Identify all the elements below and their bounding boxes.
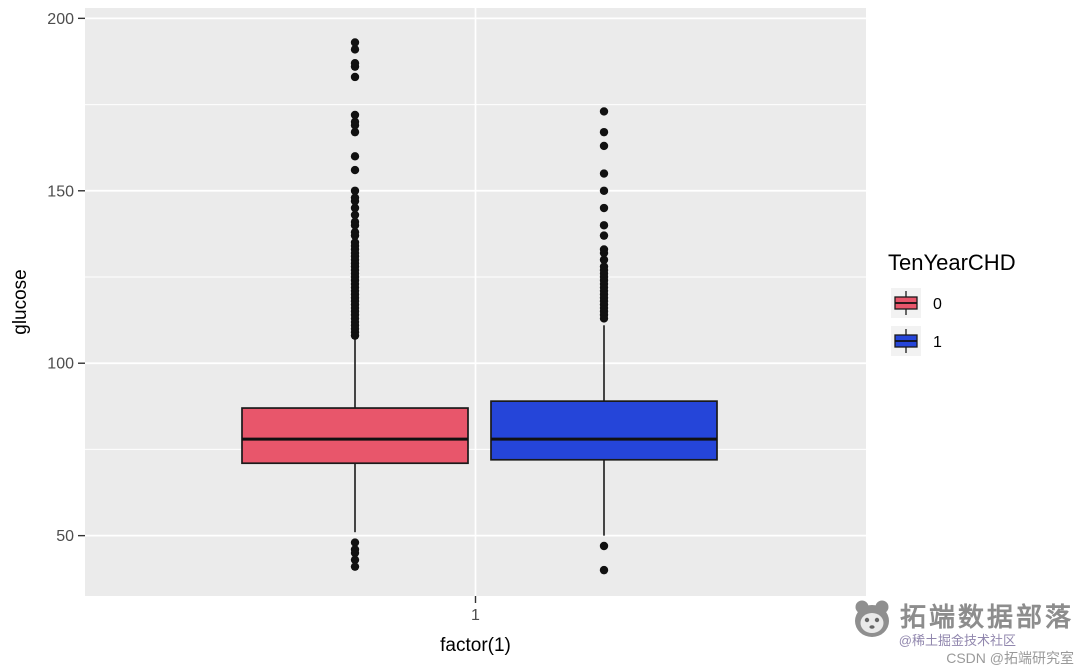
outlier-point — [350, 203, 360, 213]
x-axis-title: factor(1) — [440, 635, 511, 656]
outlier-point — [599, 186, 609, 195]
outlier-point — [350, 238, 360, 247]
outlier-point — [599, 255, 609, 264]
boxplot-group-0 — [241, 38, 469, 571]
outlier-point — [350, 117, 360, 127]
outlier-point — [350, 186, 360, 195]
legend: TenYearCHD 0 1 — [888, 250, 1016, 356]
outlier-point — [350, 227, 360, 237]
legend-label: 0 — [933, 296, 942, 313]
outlier-point — [350, 562, 360, 571]
y-tick-label: 150 — [47, 183, 74, 200]
outlier-point — [350, 72, 360, 82]
outlier-point — [350, 217, 360, 227]
legend-title: TenYearCHD — [888, 250, 1016, 275]
outlier-point — [599, 231, 609, 240]
outlier-point — [350, 193, 360, 202]
y-tick-label: 200 — [47, 11, 74, 28]
outlier-point — [350, 165, 360, 175]
y-tick-label: 50 — [56, 528, 74, 545]
outlier-point — [599, 107, 609, 116]
outlier-point — [599, 141, 609, 151]
watermark-brand-row: 拓端数据部落 — [849, 598, 1074, 640]
outlier-point — [599, 565, 609, 575]
outlier-point — [599, 169, 609, 178]
outlier-point — [350, 45, 360, 54]
y-axis-title: glucose — [10, 269, 31, 335]
outlier-point — [599, 221, 609, 230]
outlier-point — [599, 245, 609, 254]
outlier-point — [350, 548, 360, 558]
watermark: 拓端数据部落 @稀土掘金技术社区 CSDN @拓端研究室 — [849, 598, 1074, 666]
box-rect — [490, 400, 718, 461]
watermark-community-line: @稀土掘金技术社区 — [898, 632, 1016, 648]
watermark-csdn-line: CSDN @拓端研究室 — [946, 649, 1074, 666]
outlier-point — [599, 127, 609, 137]
y-tick-label: 100 — [47, 356, 74, 373]
outlier-point — [599, 541, 609, 551]
watermark-brand: 拓端数据部落 — [899, 603, 1074, 634]
outlier-point — [350, 110, 360, 120]
outlier-point — [350, 555, 360, 564]
outlier-point — [350, 38, 360, 47]
box-rect — [241, 407, 469, 465]
x-tick-label: 1 — [471, 607, 480, 624]
outlier-point — [350, 127, 360, 137]
outlier-point — [350, 152, 360, 161]
outlier-point — [350, 538, 360, 547]
panda-logo-icon — [854, 600, 889, 637]
legend-label: 1 — [933, 334, 942, 351]
outlier-point — [599, 262, 609, 271]
outlier-point — [350, 58, 360, 68]
boxplot-group-1 — [490, 107, 718, 575]
outlier-point — [350, 210, 360, 220]
outlier-point — [599, 203, 609, 213]
